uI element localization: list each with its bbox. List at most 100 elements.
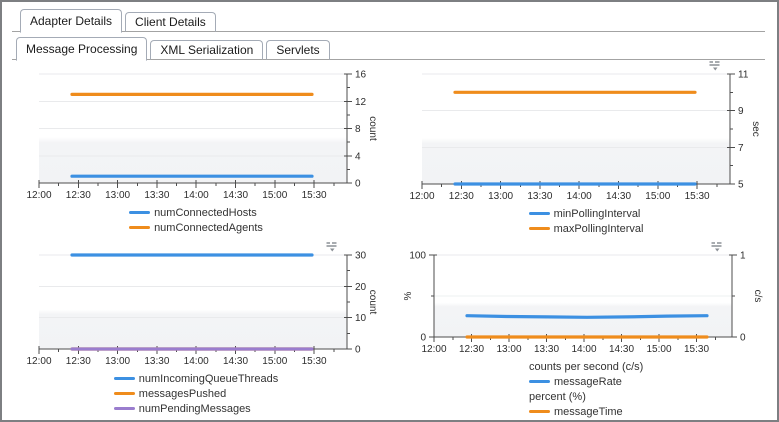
legend-item-minPollingInterval: minPollingInterval xyxy=(528,206,644,221)
tab-adapter-details[interactable]: Adapter Details xyxy=(20,9,123,33)
chart-menu-icon[interactable] xyxy=(710,241,723,252)
legend-group-title: percent (%) xyxy=(529,390,586,403)
svg-text:13:30: 13:30 xyxy=(534,344,559,355)
legend-swatch xyxy=(529,410,550,413)
svg-text:12:30: 12:30 xyxy=(66,356,91,367)
svg-text:c/s: c/s xyxy=(752,290,763,303)
svg-text:12: 12 xyxy=(355,97,367,108)
svg-text:13:30: 13:30 xyxy=(527,191,552,202)
svg-text:14:00: 14:00 xyxy=(571,344,596,355)
tab-client-details[interactable]: Client Details xyxy=(125,12,216,32)
svg-text:9: 9 xyxy=(738,106,744,117)
svg-text:15:00: 15:00 xyxy=(262,356,287,367)
svg-text:15:30: 15:30 xyxy=(685,191,710,202)
legend-item-numConnectedAgents: numConnectedAgents xyxy=(129,220,263,235)
legend-label: messagesPushed xyxy=(138,387,227,400)
svg-text:10: 10 xyxy=(355,313,367,324)
svg-text:14:00: 14:00 xyxy=(184,356,209,367)
tab-bar-level2: Message Processing XML Serialization Ser… xyxy=(2,37,777,61)
svg-text:count: count xyxy=(367,116,378,141)
svg-text:13:30: 13:30 xyxy=(144,356,169,367)
svg-text:12:00: 12:00 xyxy=(421,344,446,355)
svg-text:12:30: 12:30 xyxy=(449,191,474,202)
legend-swatch xyxy=(113,392,135,395)
svg-text:12:00: 12:00 xyxy=(26,356,51,367)
legend-item-numIncomingQueueThreads: numIncomingQueueThreads xyxy=(113,371,279,386)
svg-text:15:30: 15:30 xyxy=(302,356,327,367)
tab-servlets[interactable]: Servlets xyxy=(266,40,330,60)
tab-label: XML Serialization xyxy=(160,43,254,57)
svg-text:12:00: 12:00 xyxy=(26,190,51,201)
svg-text:16: 16 xyxy=(355,70,367,81)
legend-label: numPendingMessages xyxy=(138,402,251,415)
legend-swatch xyxy=(113,377,135,380)
tab-label: Servlets xyxy=(276,43,320,57)
legend-item-messagesPushed: messagesPushed xyxy=(113,386,278,401)
legend-label: numConnectedHosts xyxy=(154,206,257,219)
svg-text:14:30: 14:30 xyxy=(609,344,634,355)
svg-text:1: 1 xyxy=(740,251,746,262)
svg-text:13:00: 13:00 xyxy=(488,191,513,202)
legend-swatch xyxy=(529,380,550,383)
svg-text:20: 20 xyxy=(355,282,367,293)
tab-baseline-level1 xyxy=(12,31,765,32)
svg-text:14:30: 14:30 xyxy=(606,191,631,202)
tab-bar-level1: Adapter Details Client Details xyxy=(2,9,777,33)
svg-text:12:00: 12:00 xyxy=(409,191,434,202)
chart-connected-hosts-agents: 12:00 12:30 13:00 13:30 14:00 14:30 15:00 15:30… xyxy=(10,66,382,235)
svg-text:12:30: 12:30 xyxy=(66,190,91,201)
plot-canvas: 12:00 12:30 13:00 13:30 14:00 14:30 15:00 15:30… xyxy=(409,70,761,203)
legend-swatch xyxy=(528,212,550,215)
svg-text:8: 8 xyxy=(355,124,361,135)
chart-legend: numConnectedHosts numConnectedAgents xyxy=(10,205,382,235)
svg-text:30: 30 xyxy=(355,251,367,262)
svg-text:0: 0 xyxy=(355,345,361,356)
tab-label: Message Processing xyxy=(26,42,138,56)
chart-polling-interval: 12:00 12:30 13:00 13:30 14:00 14:30 15:00 15:30… xyxy=(400,61,772,236)
tab-message-processing[interactable]: Message Processing xyxy=(16,37,148,61)
svg-text:14:30: 14:30 xyxy=(223,190,248,201)
svg-text:13:00: 13:00 xyxy=(105,190,130,201)
tab-label: Client Details xyxy=(135,15,206,29)
legend-label: messageRate xyxy=(554,375,622,388)
svg-text:0: 0 xyxy=(355,179,361,190)
svg-text:11: 11 xyxy=(738,70,749,81)
legend-label: numIncomingQueueThreads xyxy=(138,372,279,385)
svg-text:7: 7 xyxy=(738,143,744,154)
chart-legend: numIncomingQueueThreads messagesPushed num… xyxy=(10,371,382,416)
tab-label: Adapter Details xyxy=(30,14,113,28)
legend-item-numPendingMessages: numPendingMessages xyxy=(113,401,278,416)
svg-text:count: count xyxy=(367,290,378,315)
chart-menu-icon[interactable] xyxy=(708,60,721,71)
legend-item-messageRate: messageRate xyxy=(529,374,643,389)
svg-text:15:00: 15:00 xyxy=(646,344,671,355)
chart-message-rate-time: 12:00 12:30 13:00 13:30 14:00 14:30 15:00 15:30… xyxy=(400,238,777,419)
svg-text:5: 5 xyxy=(738,180,744,191)
svg-text:0: 0 xyxy=(740,333,746,344)
svg-text:15:00: 15:00 xyxy=(262,190,287,201)
series-line-messageRate xyxy=(465,314,709,319)
legend-label: numConnectedAgents xyxy=(154,221,263,234)
tab-xml-serialization[interactable]: XML Serialization xyxy=(150,40,264,60)
plot-canvas: 12:00 12:30 13:00 13:30 14:00 14:30 15:00 15:30… xyxy=(403,251,763,356)
svg-text:14:00: 14:00 xyxy=(184,190,209,201)
legend-label: maxPollingInterval xyxy=(553,222,644,235)
chart-menu-icon[interactable] xyxy=(325,241,338,252)
svg-text:14:30: 14:30 xyxy=(223,356,248,367)
legend-swatch xyxy=(129,226,151,229)
legend-item-maxPollingInterval: maxPollingInterval xyxy=(528,221,644,236)
svg-text:sec: sec xyxy=(750,121,761,137)
svg-text:0: 0 xyxy=(420,333,426,344)
chart-queue-threads-messages: 12:00 12:30 13:00 13:30 14:00 14:30 15:00 15:30… xyxy=(10,238,382,416)
legend-swatch xyxy=(113,407,135,410)
legend-item-numConnectedHosts: numConnectedHosts xyxy=(129,205,263,220)
svg-text:100: 100 xyxy=(409,251,426,262)
svg-text:15:30: 15:30 xyxy=(302,190,327,201)
svg-text:15:00: 15:00 xyxy=(645,191,670,202)
svg-text:%: % xyxy=(403,291,414,300)
legend-swatch xyxy=(528,227,550,230)
svg-text:13:30: 13:30 xyxy=(144,190,169,201)
legend-item-messageTime: messageTime xyxy=(529,404,643,419)
chart-legend: counts per second (c/s) messageRate percen… xyxy=(400,359,777,419)
